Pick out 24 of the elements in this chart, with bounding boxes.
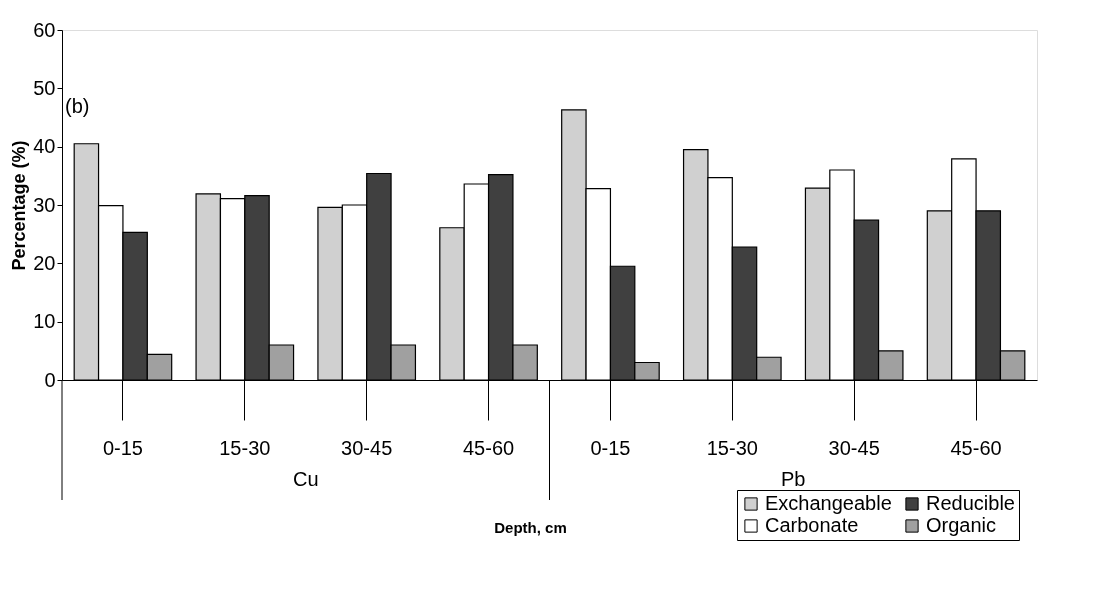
x-tick-label: 45-60	[462, 436, 515, 459]
x-tick-label: 15-30	[219, 436, 271, 459]
legend-label: Organic	[926, 514, 997, 536]
y-tick-label: 20	[33, 251, 56, 274]
y-tick-label: 50	[33, 76, 56, 99]
x-tick-label: 30-45	[341, 436, 393, 459]
y-axis-title: Percentage (%)	[9, 140, 30, 271]
y-tick-label: 60	[33, 18, 56, 41]
y-tick-label: 40	[33, 135, 56, 158]
x-tick-label: 45-60	[950, 436, 1002, 459]
x-tick-label: 0-15	[590, 436, 631, 459]
annotation: (b)	[65, 95, 90, 117]
x-tick-label: 30-45	[828, 436, 880, 459]
y-tick-label: 0	[44, 368, 56, 391]
text: Pb	[781, 468, 806, 490]
text: Cu	[292, 468, 319, 490]
y-tick-label: 10	[33, 310, 56, 333]
x-tick-label: 15-30	[706, 436, 758, 459]
legend-label: Reducible	[926, 492, 1015, 514]
x-tick-label: 0-15	[102, 436, 143, 459]
x-axis-title: Depth, cm	[494, 518, 567, 536]
legend-label: Exchangeable	[765, 492, 892, 514]
legend-label: Carbonate	[765, 514, 859, 536]
y-tick-label: 30	[33, 193, 56, 216]
